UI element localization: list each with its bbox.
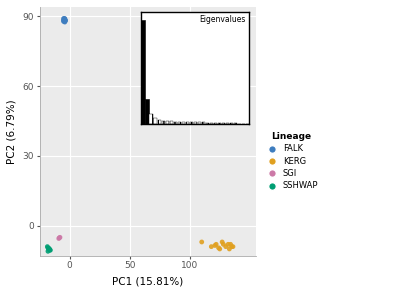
Legend: FALK, KERG, SGI, SSHWAP: FALK, KERG, SGI, SSHWAP bbox=[262, 130, 320, 192]
Point bbox=[62, 18, 68, 23]
Point bbox=[44, 244, 50, 249]
Point bbox=[60, 19, 67, 24]
Point bbox=[62, 18, 68, 23]
Point bbox=[230, 244, 236, 249]
Point bbox=[213, 242, 219, 247]
Point bbox=[226, 247, 232, 251]
Point bbox=[46, 247, 52, 251]
Point bbox=[227, 242, 234, 247]
Point bbox=[56, 236, 62, 240]
Point bbox=[62, 16, 68, 21]
Point bbox=[46, 246, 52, 251]
Point bbox=[216, 247, 223, 251]
Point bbox=[228, 244, 235, 249]
Point bbox=[215, 246, 222, 250]
Point bbox=[62, 17, 68, 22]
Y-axis label: PC2 (6.79%): PC2 (6.79%) bbox=[7, 99, 17, 164]
Point bbox=[47, 248, 54, 253]
Point bbox=[225, 242, 231, 247]
Point bbox=[60, 18, 67, 23]
Point bbox=[220, 242, 226, 247]
Point bbox=[198, 240, 205, 244]
Point bbox=[45, 247, 52, 251]
Point bbox=[61, 18, 67, 22]
Point bbox=[62, 17, 68, 22]
Point bbox=[45, 249, 51, 254]
Point bbox=[208, 244, 214, 249]
Point bbox=[61, 19, 68, 23]
Point bbox=[62, 18, 68, 23]
Point bbox=[45, 246, 51, 250]
Point bbox=[60, 16, 67, 21]
Point bbox=[222, 244, 229, 249]
Point bbox=[46, 248, 53, 253]
Point bbox=[61, 16, 67, 21]
Point bbox=[62, 20, 68, 24]
Point bbox=[212, 243, 218, 248]
Point bbox=[56, 236, 62, 241]
Point bbox=[62, 17, 68, 22]
Point bbox=[219, 240, 225, 244]
X-axis label: PC1 (15.81%): PC1 (15.81%) bbox=[112, 276, 183, 286]
Point bbox=[57, 235, 63, 240]
